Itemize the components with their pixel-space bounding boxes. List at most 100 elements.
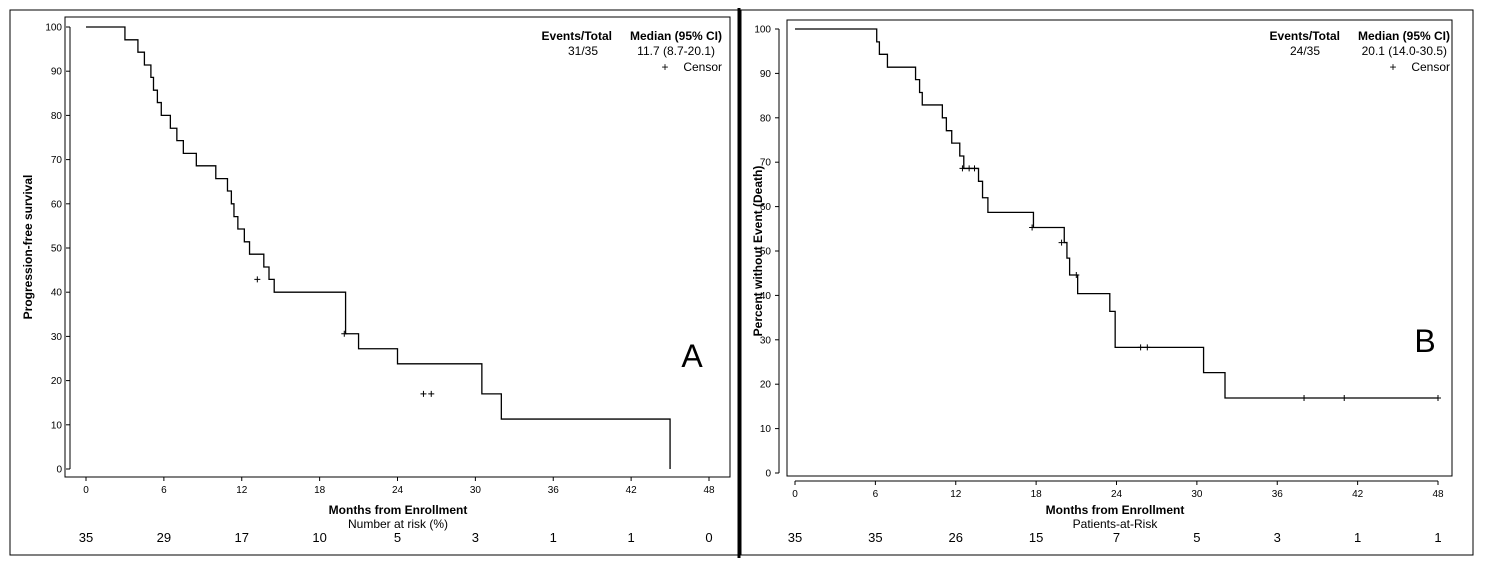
- legend-median-header-a: Median (95% CI): [630, 29, 722, 43]
- risk-table-label-a: Number at risk (%): [348, 517, 448, 531]
- plot-frame-a: [64, 16, 731, 478]
- y-tick-label-b-3: 30: [760, 335, 772, 346]
- risk-row-b: 35 35 26 15 7 5 3 1 1: [788, 530, 1442, 545]
- censor-marks-a: [254, 276, 435, 397]
- risk-value-b-6: 3: [1274, 530, 1281, 545]
- y-tick-label-a-4: 40: [51, 288, 63, 299]
- x-tick-label-a-7: 42: [626, 485, 638, 496]
- censor-mark-b-6: [1137, 344, 1144, 351]
- y-axis-a: 0 10 20 30 40 50 60 70 80 90 100: [45, 23, 71, 476]
- censor-mark-b-3: [1029, 224, 1036, 231]
- censor-mark-b-7: [1144, 344, 1151, 351]
- x-axis-label-a: Months from Enrollment: [329, 503, 468, 517]
- y-tick-label-a-8: 80: [51, 111, 63, 122]
- y-tick-label-b-9: 90: [760, 69, 772, 80]
- censor-mark-b-9: [1341, 394, 1348, 401]
- risk-value-a-6: 1: [550, 530, 557, 545]
- x-axis-a: 0 6 12 18 24 30 36 42 48: [83, 476, 715, 496]
- legend-censor-symbol-b: +: [1389, 60, 1396, 74]
- censor-marks-b: [959, 165, 1441, 401]
- censor-mark-b-8: [1301, 394, 1308, 401]
- y-axis-label-b: Percent without Event (Death): [751, 166, 765, 337]
- censor-mark-b-5: [1073, 271, 1080, 278]
- risk-value-a-8: 0: [705, 530, 712, 545]
- y-tick-label-a-10: 100: [45, 23, 62, 34]
- plot-frame-b: [786, 19, 1453, 477]
- risk-value-b-2: 26: [949, 530, 963, 545]
- censor-mark-b-10: [1435, 394, 1441, 401]
- legend-median-value-b: 20.1 (14.0-30.5): [1362, 44, 1447, 58]
- x-tick-label-b-5: 30: [1191, 489, 1203, 500]
- x-tick-label-b-6: 36: [1272, 489, 1284, 500]
- x-tick-label-a-0: 0: [83, 485, 89, 496]
- panel-letter-b: B: [1414, 323, 1435, 359]
- x-tick-label-b-2: 12: [950, 489, 962, 500]
- legend-events-header-b: Events/Total: [1270, 29, 1340, 43]
- risk-value-b-4: 7: [1113, 530, 1120, 545]
- censor-mark-a-2: [420, 390, 427, 397]
- survival-curve-line-a: [86, 26, 671, 469]
- y-tick-label-a-6: 60: [51, 199, 63, 210]
- survival-curve-b: [795, 28, 1438, 399]
- censor-mark-b-2: [971, 165, 978, 172]
- y-tick-label-a-5: 50: [51, 244, 63, 255]
- risk-value-b-7: 1: [1354, 530, 1361, 545]
- x-tick-label-b-1: 6: [873, 489, 879, 500]
- y-tick-label-a-9: 90: [51, 67, 63, 78]
- legend-events-header-a: Events/Total: [542, 29, 612, 43]
- x-tick-label-b-8: 48: [1432, 489, 1444, 500]
- legend-censor-label-a: Censor: [683, 60, 722, 74]
- x-tick-label-a-1: 6: [161, 485, 167, 496]
- risk-value-a-2: 17: [235, 530, 249, 545]
- y-tick-label-b-1: 10: [760, 424, 772, 435]
- x-tick-label-b-3: 18: [1031, 489, 1043, 500]
- censor-mark-a-3: [428, 390, 435, 397]
- risk-value-a-3: 10: [312, 530, 326, 545]
- risk-value-a-1: 29: [157, 530, 171, 545]
- survival-curve-a: [86, 26, 671, 469]
- panel-letter-a: A: [681, 338, 703, 374]
- legend-median-value-a: 11.7 (8.7-20.1): [637, 44, 715, 58]
- y-axis-b: 0 10 20 30 40 50 60 70 80 90 100: [754, 25, 780, 480]
- x-tick-label-a-2: 12: [236, 485, 248, 496]
- legend-censor-label-b: Censor: [1411, 60, 1450, 74]
- survival-curve-line-b: [795, 28, 1438, 399]
- censor-mark-a-0: [254, 276, 261, 283]
- x-tick-label-a-5: 30: [470, 485, 482, 496]
- y-tick-label-b-2: 20: [760, 380, 772, 391]
- x-axis-label-b: Months from Enrollment: [1046, 503, 1185, 517]
- x-axis-b: 0 6 12 18 24 30 36 42 48: [792, 480, 1444, 500]
- risk-value-b-0: 35: [788, 530, 802, 545]
- panel-b-frame: [740, 9, 1474, 556]
- risk-value-a-4: 5: [394, 530, 401, 545]
- risk-value-b-3: 15: [1029, 530, 1043, 545]
- legend-events-value-a: 31/35: [568, 44, 598, 58]
- x-tick-label-a-6: 36: [548, 485, 560, 496]
- risk-value-a-0: 35: [79, 530, 93, 545]
- y-tick-label-b-4: 40: [760, 291, 772, 302]
- y-axis-label-a: Progression-free survival: [21, 175, 35, 320]
- y-tick-label-b-5: 50: [760, 247, 772, 258]
- x-tick-label-a-4: 24: [392, 485, 404, 496]
- y-tick-label-a-3: 30: [51, 332, 63, 343]
- y-tick-label-a-0: 0: [56, 465, 62, 476]
- x-tick-label-a-3: 18: [314, 485, 326, 496]
- legend-censor-symbol-a: +: [661, 60, 668, 74]
- y-tick-label-a-1: 10: [51, 420, 63, 431]
- panel-a-frame: [9, 9, 739, 556]
- risk-value-a-7: 1: [628, 530, 635, 545]
- x-tick-label-a-8: 48: [703, 485, 715, 496]
- y-tick-label-b-8: 80: [760, 113, 772, 124]
- risk-table-label-b: Patients-at-Risk: [1073, 517, 1159, 531]
- x-tick-label-b-4: 24: [1111, 489, 1123, 500]
- risk-value-b-8: 1: [1434, 530, 1441, 545]
- x-tick-label-b-7: 42: [1352, 489, 1364, 500]
- risk-value-b-5: 5: [1193, 530, 1200, 545]
- y-tick-label-a-2: 20: [51, 376, 63, 387]
- legend-median-header-b: Median (95% CI): [1358, 29, 1450, 43]
- censor-mark-a-1: [341, 330, 348, 337]
- censor-mark-b-4: [1058, 239, 1065, 246]
